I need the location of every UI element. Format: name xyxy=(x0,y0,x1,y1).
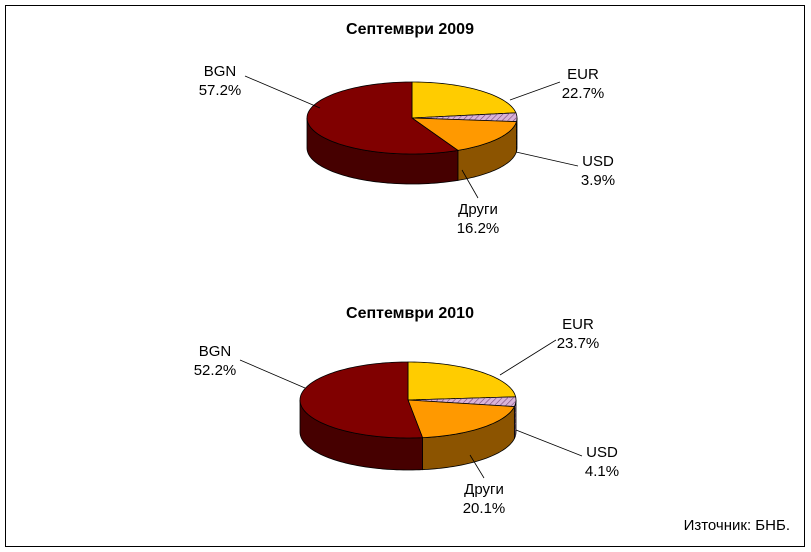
slice-label: USD xyxy=(582,153,614,170)
value-label: 23.7% xyxy=(557,335,600,352)
slice-label: BGN xyxy=(199,343,232,360)
leader-line xyxy=(461,169,479,199)
leader-line xyxy=(469,454,485,479)
leader-line xyxy=(515,429,583,457)
value-label: 52.2% xyxy=(194,362,237,379)
slice-label: Други xyxy=(458,201,498,218)
slice xyxy=(407,399,516,439)
slice xyxy=(410,117,518,151)
hatch xyxy=(412,112,517,122)
slice-label: EUR xyxy=(562,316,594,333)
hatch xyxy=(408,396,516,407)
slice xyxy=(299,361,424,439)
slice-label: USD xyxy=(586,444,618,461)
slice xyxy=(411,81,517,119)
value-label: 4.1% xyxy=(585,463,619,480)
source-note: Източник: БНБ. xyxy=(684,517,790,534)
chart-title: Септември 2009 xyxy=(346,21,474,38)
leader-line xyxy=(499,339,557,376)
slice-label: BGN xyxy=(204,63,237,80)
slice-label: EUR xyxy=(567,66,599,83)
slice-label: Други xyxy=(464,481,504,498)
leader-line xyxy=(515,151,579,167)
value-label: 57.2% xyxy=(199,82,242,99)
value-label: 3.9% xyxy=(581,172,615,189)
value-label: 22.7% xyxy=(562,85,605,102)
slice xyxy=(306,81,459,155)
chart-title: Септември 2010 xyxy=(346,305,474,322)
leader-line xyxy=(239,359,306,389)
leader-line xyxy=(244,75,321,109)
slice xyxy=(407,361,517,401)
hatch xyxy=(514,400,516,439)
leader-line xyxy=(509,81,561,101)
value-label: 16.2% xyxy=(457,220,500,237)
value-label: 20.1% xyxy=(463,500,506,517)
